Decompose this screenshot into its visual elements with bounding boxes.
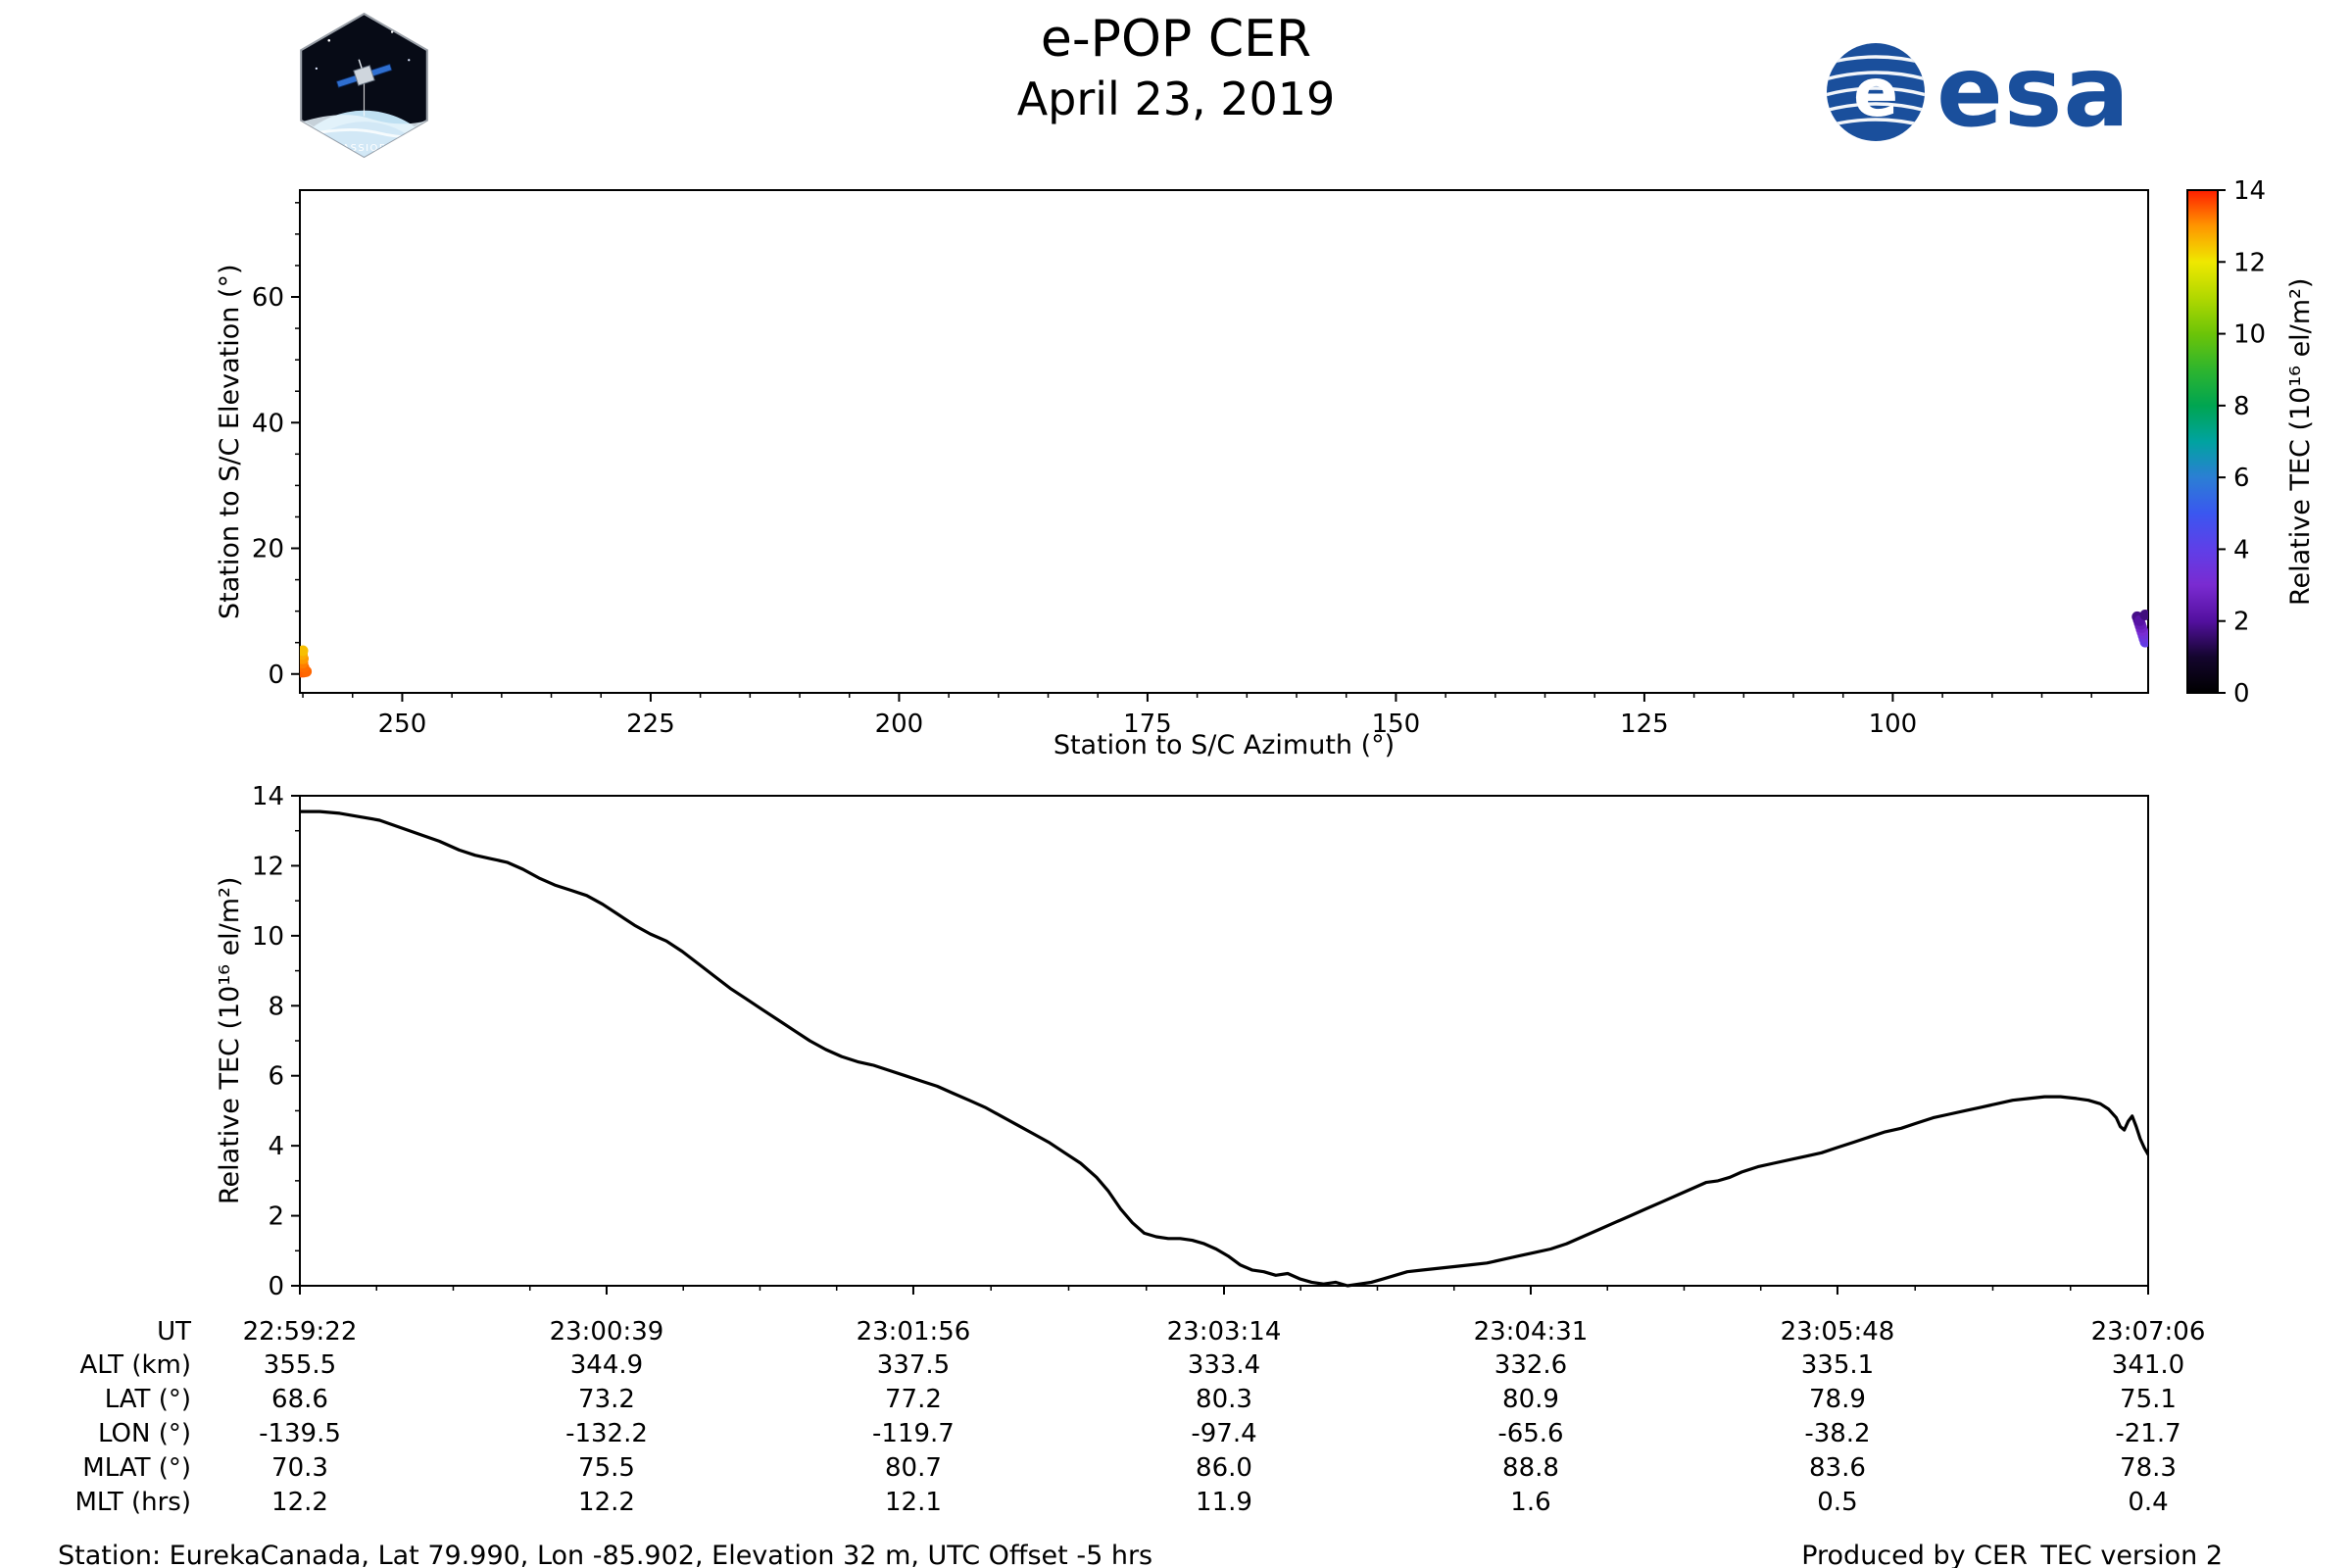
svg-text:250: 250 — [378, 710, 427, 739]
svg-text:88.8: 88.8 — [1502, 1453, 1559, 1483]
svg-text:68.6: 68.6 — [271, 1385, 328, 1414]
svg-text:14: 14 — [2233, 176, 2266, 206]
svg-text:23:01:56: 23:01:56 — [857, 1317, 971, 1347]
svg-text:0.4: 0.4 — [2128, 1488, 2168, 1517]
svg-text:4: 4 — [268, 1132, 284, 1161]
svg-text:200: 200 — [875, 710, 924, 739]
svg-text:12.1: 12.1 — [885, 1488, 942, 1517]
esa-wordmark: esa — [1936, 34, 2131, 149]
svg-text:150: 150 — [1372, 710, 1421, 739]
svg-text:78.9: 78.9 — [1809, 1385, 1866, 1414]
svg-text:0.5: 0.5 — [1817, 1488, 1857, 1517]
svg-text:83.6: 83.6 — [1809, 1453, 1866, 1483]
relative-tec-plot: 0 2 4 6 8 10 12 14 — [252, 782, 2149, 1301]
svg-text:333.4: 333.4 — [1188, 1350, 1260, 1380]
svg-text:337.5: 337.5 — [877, 1350, 950, 1380]
svg-text:86.0: 86.0 — [1196, 1453, 1252, 1483]
page-subtitle: April 23, 2019 — [1016, 73, 1336, 125]
svg-text:12: 12 — [252, 852, 284, 881]
svg-text:75.1: 75.1 — [2120, 1385, 2177, 1414]
svg-text:4: 4 — [2233, 535, 2250, 564]
station-info: Station: EurekaCanada, Lat 79.990, Lon -… — [58, 1541, 1153, 1568]
svg-text:23:03:14: 23:03:14 — [1167, 1317, 1282, 1347]
svg-text:8: 8 — [2233, 392, 2250, 421]
svg-text:175: 175 — [1123, 710, 1172, 739]
svg-text:344.9: 344.9 — [570, 1350, 643, 1380]
svg-text:0: 0 — [268, 1272, 284, 1301]
svg-text:332.6: 332.6 — [1494, 1350, 1567, 1380]
svg-text:225: 225 — [626, 710, 675, 739]
svg-text:10: 10 — [252, 922, 284, 952]
produced-by: Produced by CER_TEC version 2 — [1801, 1541, 2223, 1568]
svg-text:80.9: 80.9 — [1502, 1385, 1559, 1414]
esa-logo: e esa — [1825, 41, 2131, 143]
svg-text:335.1: 335.1 — [1801, 1350, 1874, 1380]
svg-text:12: 12 — [2233, 248, 2266, 277]
page-title-block: e-POP CER April 23, 2019 — [1017, 8, 1336, 127]
svg-text:22:59:22: 22:59:22 — [243, 1317, 358, 1347]
svg-text:8: 8 — [268, 992, 284, 1021]
svg-text:6: 6 — [268, 1062, 284, 1092]
svg-text:-97.4: -97.4 — [1191, 1419, 1256, 1448]
svg-text:MLAT (°): MLAT (°) — [82, 1453, 191, 1483]
svg-text:355.5: 355.5 — [264, 1350, 336, 1380]
svg-text:MLT (hrs): MLT (hrs) — [75, 1488, 192, 1517]
svg-text:0: 0 — [2233, 679, 2250, 709]
svg-text:6: 6 — [2233, 464, 2250, 493]
svg-text:78.3: 78.3 — [2120, 1453, 2177, 1483]
page-title: e-POP CER — [1040, 10, 1312, 69]
svg-text:100: 100 — [1869, 710, 1918, 739]
svg-text:73.2: 73.2 — [578, 1385, 635, 1414]
svg-text:-119.7: -119.7 — [872, 1419, 955, 1448]
svg-text:80.7: 80.7 — [885, 1453, 942, 1483]
svg-text:40: 40 — [252, 409, 284, 438]
elevation-azimuth-plot: 250 225 200 175 150 125 100 0 20 40 60 — [252, 189, 2149, 739]
svg-text:-139.5: -139.5 — [259, 1419, 341, 1448]
tec-line — [300, 809, 2148, 1288]
cassiope-mission-patch-icon: CASSIOPE — [300, 12, 428, 159]
svg-text:70.3: 70.3 — [271, 1453, 328, 1483]
svg-text:12.2: 12.2 — [271, 1488, 328, 1517]
svg-text:14: 14 — [252, 782, 284, 811]
svg-text:12.2: 12.2 — [578, 1488, 635, 1517]
svg-text:-65.6: -65.6 — [1497, 1419, 1563, 1448]
svg-text:11.9: 11.9 — [1196, 1488, 1252, 1517]
svg-text:75.5: 75.5 — [578, 1453, 635, 1483]
svg-text:341.0: 341.0 — [2112, 1350, 2184, 1380]
top-plot-x-axis-label: Station to S/C Azimuth (°) — [1053, 730, 1396, 760]
cassiope-wordmark: CASSIOPE — [334, 143, 394, 154]
svg-text:-21.7: -21.7 — [2115, 1419, 2180, 1448]
svg-text:0: 0 — [268, 661, 284, 690]
svg-text:-132.2: -132.2 — [565, 1419, 648, 1448]
svg-text:ALT (km): ALT (km) — [79, 1350, 191, 1380]
svg-text:20: 20 — [252, 535, 284, 564]
svg-text:UT: UT — [157, 1317, 191, 1347]
svg-text:LAT (°): LAT (°) — [105, 1385, 191, 1414]
svg-text:e: e — [1853, 55, 1898, 132]
pass-scatter — [300, 610, 2148, 678]
svg-text:2: 2 — [268, 1202, 284, 1232]
tec-colorbar: 0 2 4 6 8 10 12 14 — [2186, 176, 2266, 709]
svg-text:125: 125 — [1620, 710, 1669, 739]
svg-text:60: 60 — [252, 283, 284, 313]
svg-text:2: 2 — [2233, 608, 2250, 637]
svg-text:10: 10 — [2233, 320, 2266, 350]
esa-globe-icon: e — [1827, 43, 1925, 141]
svg-text:80.3: 80.3 — [1196, 1385, 1252, 1414]
svg-text:-38.2: -38.2 — [1804, 1419, 1870, 1448]
svg-text:23:07:06: 23:07:06 — [2091, 1317, 2206, 1347]
svg-text:1.6: 1.6 — [1510, 1488, 1550, 1517]
svg-text:77.2: 77.2 — [885, 1385, 942, 1414]
svg-text:23:04:31: 23:04:31 — [1474, 1317, 1589, 1347]
svg-text:LON (°): LON (°) — [98, 1419, 191, 1448]
svg-text:23:00:39: 23:00:39 — [550, 1317, 664, 1347]
svg-text:23:05:48: 23:05:48 — [1781, 1317, 1895, 1347]
